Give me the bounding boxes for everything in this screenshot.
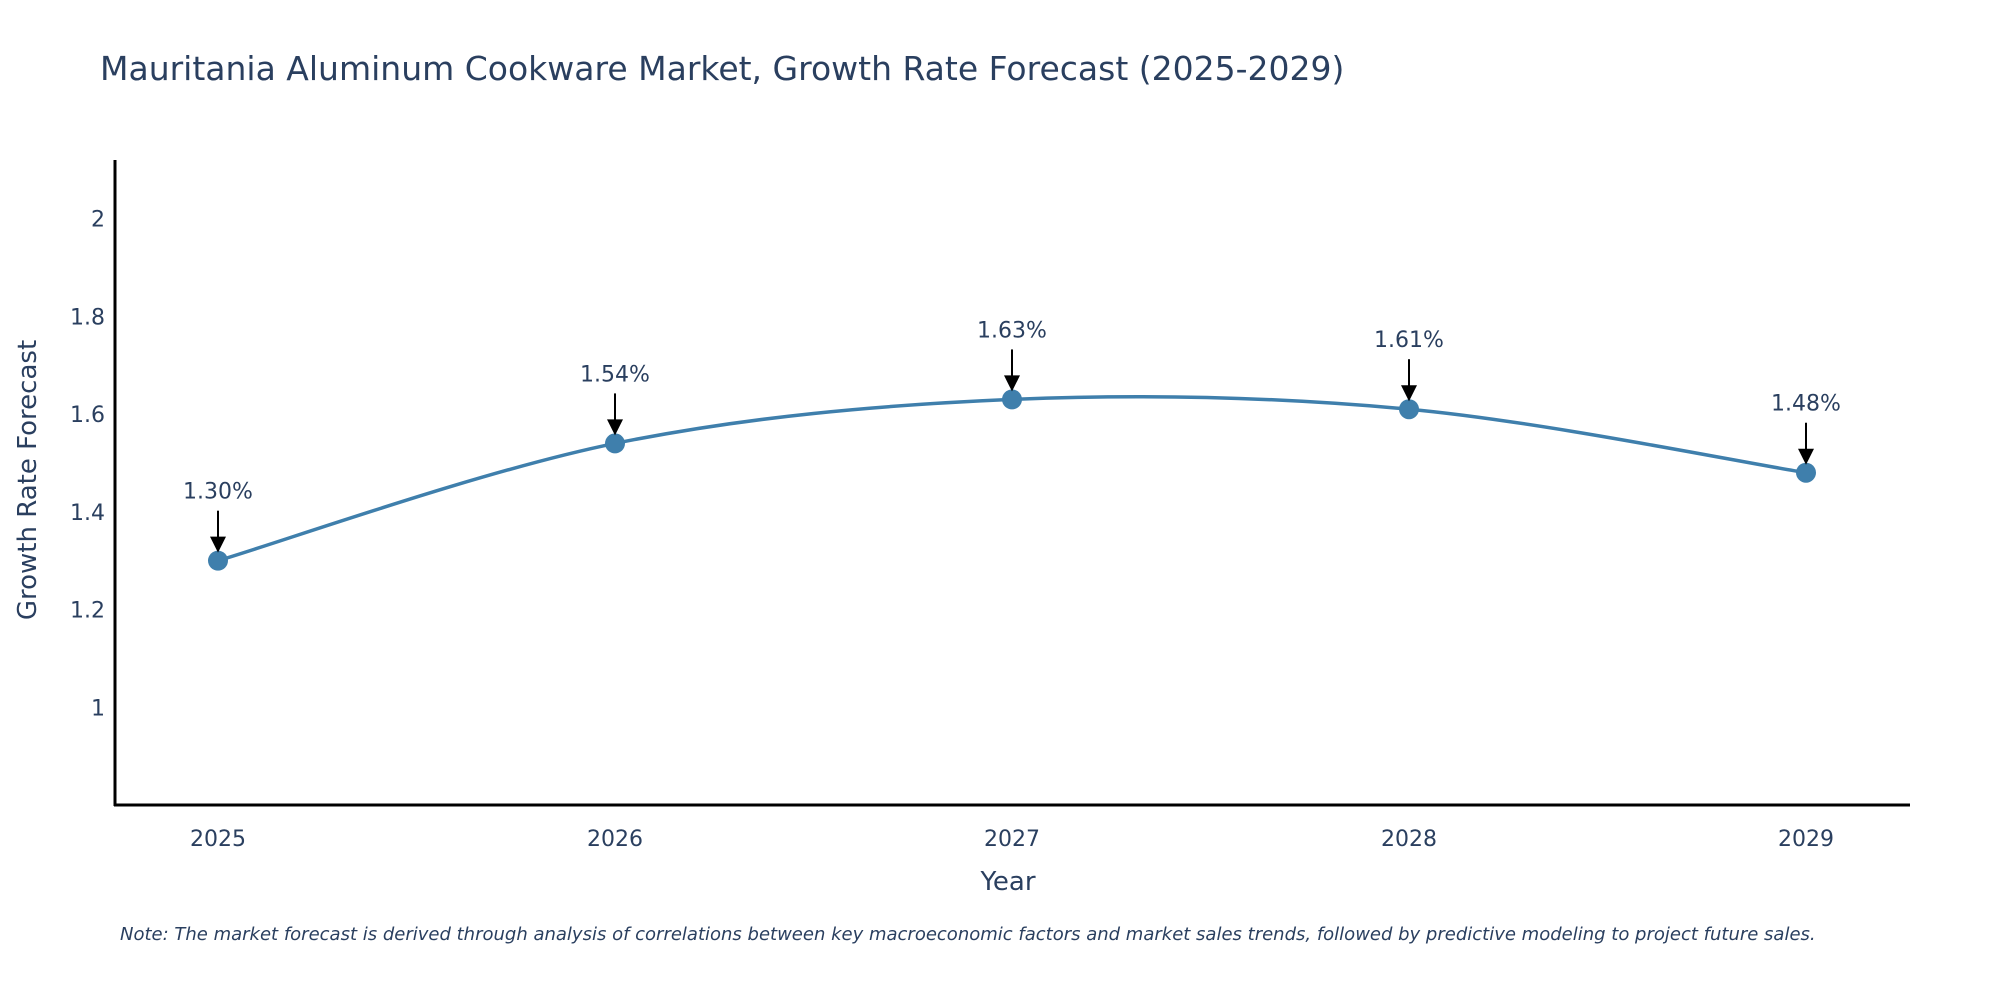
axes bbox=[113, 160, 1910, 807]
x-tick-label: 2027 bbox=[984, 827, 1040, 852]
data-markers bbox=[208, 389, 1816, 571]
annotation-arrowhead bbox=[1401, 385, 1417, 402]
x-axis-ticks: 2025 2026 2027 2028 2029 bbox=[190, 827, 1834, 852]
annotation-arrowhead bbox=[607, 419, 623, 436]
y-tick-label: 1.4 bbox=[70, 501, 105, 526]
data-point bbox=[1796, 462, 1816, 483]
x-tick-label: 2029 bbox=[1778, 827, 1834, 852]
annotation-arrowhead bbox=[1798, 448, 1814, 465]
y-tick-label: 1 bbox=[91, 696, 105, 721]
annotation-arrowhead bbox=[1004, 375, 1020, 392]
series-line bbox=[217, 394, 1807, 563]
data-point bbox=[1002, 389, 1022, 410]
chart-title: Mauritania Aluminum Cookware Market, Gro… bbox=[100, 49, 1344, 88]
data-label: 1.61% bbox=[1374, 328, 1444, 353]
data-point bbox=[208, 550, 228, 571]
y-axis-ticks: 1 1.2 1.4 1.6 1.8 2 bbox=[70, 208, 105, 722]
y-tick-label: 1.6 bbox=[70, 403, 105, 428]
data-label: 1.48% bbox=[1771, 392, 1841, 417]
data-point bbox=[1399, 399, 1419, 420]
x-tick-label: 2026 bbox=[587, 827, 643, 852]
data-label: 1.63% bbox=[977, 318, 1047, 343]
x-axis-title: Year bbox=[979, 867, 1035, 897]
data-label: 1.54% bbox=[580, 362, 650, 387]
y-tick-label: 1.2 bbox=[70, 599, 105, 624]
footnote: Note: The market forecast is derived thr… bbox=[120, 924, 1816, 945]
y-axis-title: Growth Rate Forecast bbox=[13, 340, 43, 620]
x-tick-label: 2025 bbox=[190, 827, 246, 852]
x-tick-label: 2028 bbox=[1381, 827, 1437, 852]
y-tick-label: 2 bbox=[91, 208, 105, 233]
data-label: 1.30% bbox=[183, 480, 253, 505]
data-point bbox=[605, 433, 625, 454]
data-annotations: 1.30% 1.54% 1.63% 1.61% 1.48% bbox=[183, 318, 1841, 553]
annotation-arrowhead bbox=[210, 536, 226, 553]
y-tick-label: 1.8 bbox=[70, 305, 105, 330]
